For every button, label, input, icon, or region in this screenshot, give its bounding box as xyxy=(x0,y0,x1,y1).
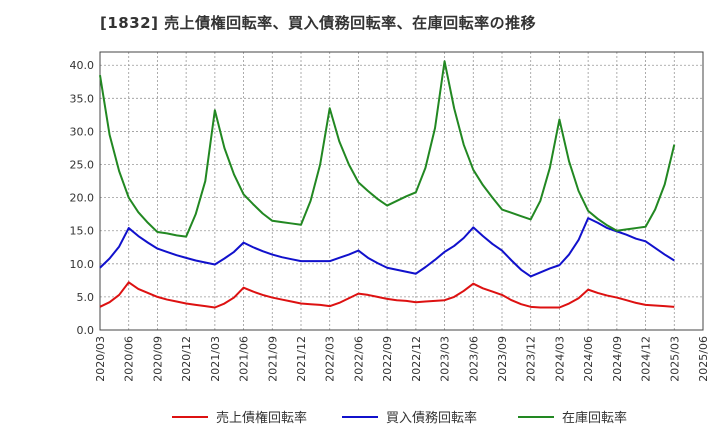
series-lines xyxy=(99,60,676,309)
x-axis-ticks: 2020/03 2020/06 2020/09 2020/12 2021/03 2021/… xyxy=(94,336,710,382)
x-tick-label: 2024/06 xyxy=(582,336,595,382)
y-tick-label: 5.0 xyxy=(77,291,95,304)
x-tick-label: 2023/09 xyxy=(496,336,509,382)
y-axis-ticks: 0.0 5.0 10.0 15.0 20.0 25.0 30.0 35.0 40.0 xyxy=(70,59,95,337)
legend-label: 売上債権回転率 xyxy=(216,410,307,426)
series-line xyxy=(99,217,675,278)
y-tick-label: 15.0 xyxy=(70,225,95,238)
x-tick-label: 2021/03 xyxy=(209,336,222,382)
x-tick-label: 2020/09 xyxy=(151,336,164,382)
x-tick-label: 2022/12 xyxy=(410,336,423,382)
y-tick-label: 10.0 xyxy=(70,258,95,271)
x-tick-label: 2024/09 xyxy=(611,336,624,382)
series-2 xyxy=(99,217,675,278)
x-tick-label: 2023/06 xyxy=(467,336,480,382)
legend-label: 在庫回転率 xyxy=(562,410,627,426)
chart-title: [1832] 売上債権回転率、買入債務回転率、在庫回転率の推移 xyxy=(100,14,537,32)
series-1 xyxy=(99,281,675,309)
x-tick-label: 2022/03 xyxy=(324,336,337,382)
x-tick-label: 2020/06 xyxy=(123,336,136,382)
grid-lines xyxy=(100,52,703,330)
legend: 売上債権回転率 買入債務回転率 在庫回転率 xyxy=(172,410,627,426)
x-tick-label: 2022/06 xyxy=(352,336,365,382)
x-tick-label: 2022/09 xyxy=(381,336,394,382)
x-tick-label: 2024/12 xyxy=(640,336,653,382)
x-tick-label: 2025/03 xyxy=(668,336,681,382)
series-line xyxy=(99,281,675,309)
y-tick-label: 30.0 xyxy=(70,125,95,138)
y-tick-label: 40.0 xyxy=(70,59,95,72)
plot-frame xyxy=(99,51,704,331)
x-tick-label: 2021/09 xyxy=(266,336,279,382)
y-tick-label: 35.0 xyxy=(70,92,95,105)
y-tick-label: 0.0 xyxy=(77,324,95,337)
series-3 xyxy=(99,60,676,238)
x-tick-label: 2023/12 xyxy=(525,336,538,382)
x-tick-label: 2023/03 xyxy=(439,336,452,382)
legend-label: 買入債務回転率 xyxy=(386,410,477,426)
x-tick-label: 2024/03 xyxy=(553,336,566,382)
y-tick-label: 20.0 xyxy=(70,192,95,205)
x-tick-label: 2025/06 xyxy=(697,336,710,382)
x-tick-label: 2021/06 xyxy=(238,336,251,382)
x-tick-label: 2020/12 xyxy=(180,336,193,382)
x-tick-label: 2020/03 xyxy=(94,336,107,382)
x-tick-label: 2021/12 xyxy=(295,336,308,382)
y-tick-label: 25.0 xyxy=(70,159,95,172)
